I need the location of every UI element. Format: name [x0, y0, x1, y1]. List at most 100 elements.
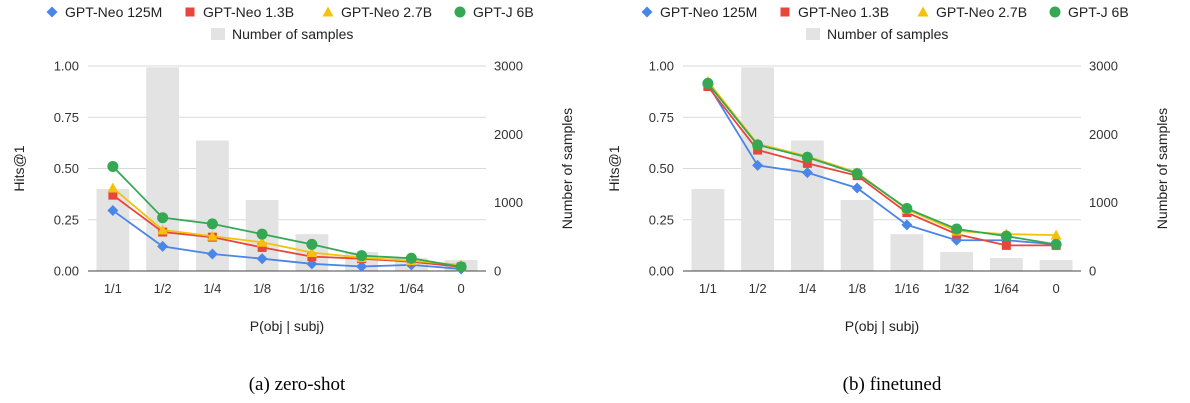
x-tick: 1/4	[203, 281, 221, 296]
y-tick-right: 0	[494, 264, 501, 279]
bar-samples	[691, 189, 725, 271]
y-axis-title-right: Number of samples	[1154, 108, 1170, 229]
chart-finetuned: 0.00 0.25 0.50 0.75 1.00 0 1000 2000 3000 1/1 1/2 1…	[606, 4, 1170, 395]
point-3	[702, 77, 714, 89]
point-2	[157, 224, 169, 235]
y-tick-right: 2000	[494, 127, 523, 142]
series-line-2	[112, 187, 462, 266]
legend-marker-bars	[806, 28, 820, 40]
bar-samples	[1039, 260, 1073, 271]
legend-label-3: GPT-J 6B	[1068, 4, 1129, 20]
point-3	[356, 250, 368, 262]
legend-label-0: GPT-Neo 125M	[660, 4, 757, 20]
x-tick: 1/32	[349, 281, 374, 296]
point-0	[356, 260, 368, 272]
legend-label-2: GPT-Neo 2.7B	[936, 4, 1027, 20]
point-3	[107, 160, 119, 172]
y-tick-left: 0.00	[54, 264, 79, 279]
y-tick-left: 1.00	[54, 59, 79, 74]
y-tick-right: 2000	[1089, 127, 1118, 142]
legend-marker-1	[185, 7, 195, 17]
point-2	[206, 230, 218, 241]
y-tick-right: 1000	[1089, 195, 1118, 210]
legend-label-3: GPT-J 6B	[473, 4, 534, 20]
y-axis-title-right: Number of samples	[559, 108, 575, 229]
bar-samples	[146, 67, 180, 271]
point-0	[206, 248, 218, 260]
legend-marker-bars	[211, 28, 225, 40]
point-2	[306, 247, 318, 258]
legend-label-bars: Number of samples	[827, 26, 948, 42]
point-2	[1050, 229, 1062, 240]
point-3	[455, 261, 467, 273]
point-3	[951, 223, 963, 235]
y-tick-left: 0.50	[54, 161, 79, 176]
legend-marker-1	[780, 7, 790, 17]
legend-marker-0	[46, 6, 58, 18]
point-0	[752, 159, 764, 171]
legend-marker-2	[917, 6, 929, 17]
y-tick-left: 0.25	[54, 212, 79, 227]
y-tick-left: 0.25	[649, 212, 674, 227]
y-tick-right: 3000	[1089, 59, 1118, 74]
y-tick-left: 0.00	[649, 264, 674, 279]
chart-zero-shot: 0.00 0.25 0.50 0.75 1.00 0 1000 2000 3000 1/1 1/2 1…	[11, 4, 575, 395]
legend-label-1: GPT-Neo 1.3B	[203, 4, 294, 20]
x-tick: 1/4	[798, 281, 816, 296]
legend-label-1: GPT-Neo 1.3B	[798, 4, 889, 20]
x-tick: 1/2	[749, 281, 767, 296]
y-tick-left: 0.50	[649, 161, 674, 176]
x-tick: 1/16	[894, 281, 919, 296]
x-tick: 1/2	[154, 281, 172, 296]
x-tick: 0	[1053, 281, 1060, 296]
series-line-0	[112, 209, 462, 270]
point-1	[108, 190, 118, 200]
legend-marker-0	[641, 6, 653, 18]
point-3	[405, 252, 417, 264]
y-tick-left: 0.75	[54, 110, 79, 125]
point-0	[107, 205, 119, 217]
point-3	[256, 228, 268, 240]
y-tick-right: 0	[1089, 264, 1096, 279]
bar-samples	[989, 258, 1023, 271]
bar-samples	[840, 199, 874, 271]
point-1	[257, 242, 267, 252]
x-tick: 0	[458, 281, 465, 296]
series-line-0	[707, 83, 1057, 246]
bar-samples	[940, 251, 974, 271]
point-0	[801, 167, 813, 179]
point-3	[901, 202, 913, 214]
series-line-1	[112, 194, 462, 268]
y-axis-title-left: Hits@1	[11, 145, 27, 191]
legend-label-bars: Number of samples	[232, 26, 353, 42]
series-line-3	[112, 165, 462, 268]
point-0	[256, 253, 268, 265]
point-0	[157, 240, 169, 252]
legend-marker-2	[322, 6, 334, 17]
series-line-1	[707, 85, 1057, 247]
x-axis-title: P(obj | subj)	[250, 318, 324, 334]
caption: (b) finetuned	[843, 374, 942, 395]
x-tick: 1/1	[104, 281, 122, 296]
point-3	[157, 212, 169, 224]
x-tick: 1/8	[848, 281, 866, 296]
point-3	[801, 151, 813, 163]
x-tick: 1/64	[399, 281, 424, 296]
point-3	[851, 168, 863, 180]
series-line-3	[707, 82, 1057, 246]
point-1	[802, 158, 812, 168]
x-tick: 1/8	[253, 281, 271, 296]
x-tick: 1/1	[699, 281, 717, 296]
bar-samples	[890, 234, 924, 271]
bar-samples	[96, 189, 130, 271]
point-3	[306, 238, 318, 250]
y-axis-title-left: Hits@1	[606, 145, 622, 191]
x-tick: 1/64	[994, 281, 1019, 296]
point-3	[1000, 230, 1012, 242]
y-tick-left: 0.75	[649, 110, 674, 125]
y-tick-right: 1000	[494, 195, 523, 210]
x-tick: 1/16	[299, 281, 324, 296]
point-0	[851, 182, 863, 194]
y-tick-left: 1.00	[649, 59, 674, 74]
